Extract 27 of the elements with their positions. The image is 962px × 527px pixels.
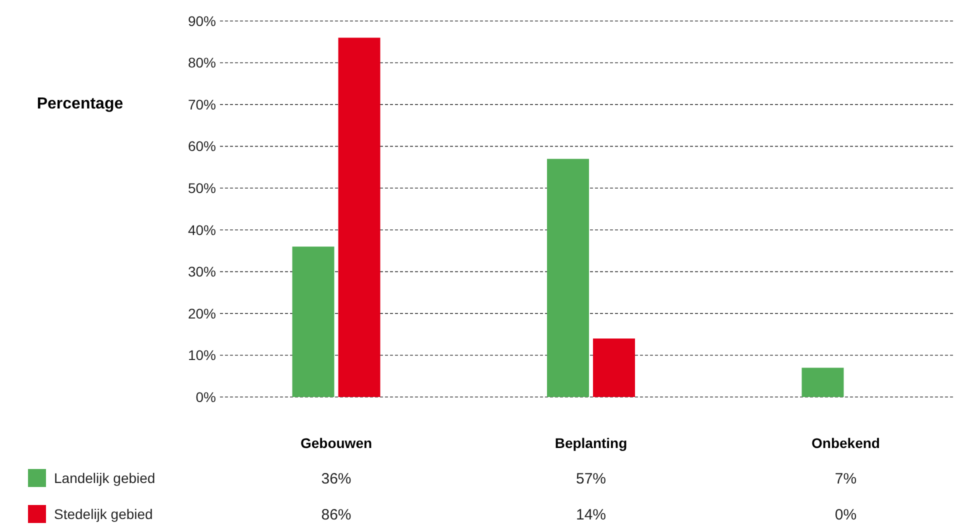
data-label: 7% — [834, 470, 857, 488]
data-label: 0% — [834, 506, 857, 524]
y-tick-label: 90% — [188, 12, 216, 29]
y-tick-label: 70% — [188, 96, 216, 112]
legend-label: Stedelijk gebied — [54, 506, 153, 522]
bar — [292, 246, 334, 397]
data-label: 14% — [576, 506, 606, 524]
y-tick-label: 60% — [188, 138, 216, 154]
y-tick-label: 20% — [188, 305, 216, 322]
y-tick-label: 50% — [188, 180, 216, 196]
y-tick-label: 80% — [188, 54, 216, 71]
y-tick-label: 10% — [188, 347, 216, 364]
y-tick-label: 0% — [196, 388, 216, 405]
bar — [802, 368, 844, 397]
bar — [593, 338, 635, 397]
y-tick-label: 30% — [188, 264, 216, 280]
data-label: 36% — [321, 470, 352, 488]
y-tick-label: 40% — [188, 222, 216, 238]
bar — [547, 158, 589, 397]
data-label: 86% — [321, 506, 352, 524]
legend-label: Landelijk gebied — [54, 470, 156, 486]
x-tick-label: Onbekend — [812, 434, 880, 451]
x-tick-label: Beplanting — [554, 434, 628, 451]
bar — [338, 38, 380, 397]
y-axis-title: Percentage — [36, 96, 124, 113]
x-tick-label: Gebouwen — [300, 434, 372, 451]
data-label: 57% — [576, 470, 606, 488]
